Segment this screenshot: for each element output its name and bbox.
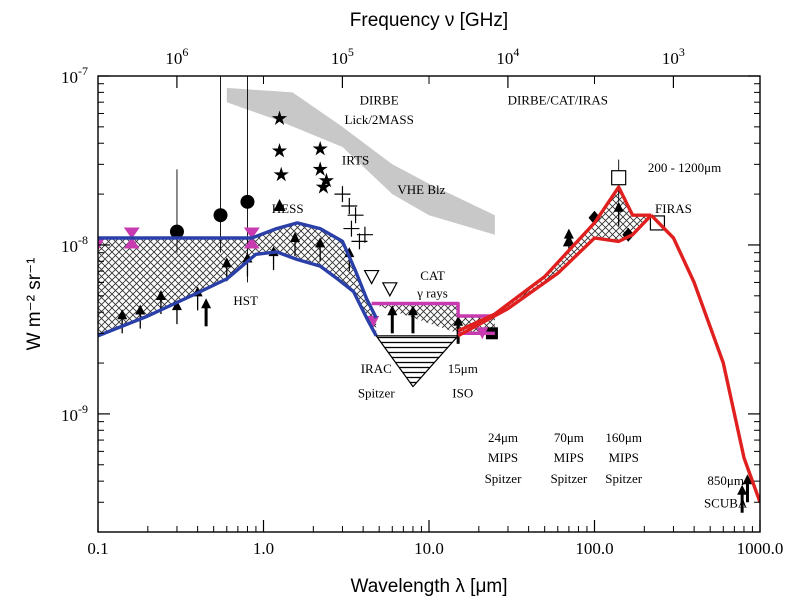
data-point-open-triangle xyxy=(363,269,380,285)
x-tick-label: 1000.0 xyxy=(737,539,784,558)
x-tick-label: 10.0 xyxy=(414,539,444,558)
annotation-label: IRTS xyxy=(342,152,369,167)
x-tick-label: 0.1 xyxy=(87,539,108,558)
fill-layer xyxy=(98,187,652,387)
x-axis-title: Wavelength λ [μm] xyxy=(350,576,507,597)
annotation-label: 850μm xyxy=(707,473,744,488)
grey-band xyxy=(226,87,495,235)
upper-limit-arrow-head xyxy=(117,309,128,320)
data-point-magenta-bowtie xyxy=(243,227,260,249)
series-lower-line xyxy=(457,214,653,338)
data-point-circle xyxy=(240,194,255,209)
annotation-label: 70μm xyxy=(554,430,584,445)
series-lower-line xyxy=(375,335,459,388)
band-layer xyxy=(226,87,495,235)
data-point-plus xyxy=(343,220,360,237)
data-point-plus xyxy=(334,186,351,203)
annotation-label: Spitzer xyxy=(605,471,642,486)
series-lower-line xyxy=(98,250,378,338)
upper-limit-arrow-head xyxy=(135,304,146,315)
annotation-label: VHE Blz xyxy=(397,182,445,197)
annotation-label: 160μm xyxy=(605,430,642,445)
x-tick-label: 1.0 xyxy=(253,539,274,558)
annotation-label: Spitzer xyxy=(358,386,395,401)
annotation-label: SCUBA xyxy=(704,495,748,510)
annotation-label: IRAC xyxy=(361,361,392,376)
annotation-label: DIRBE/CAT/IRAS xyxy=(508,92,608,107)
annotation-label: MIPS xyxy=(488,450,518,465)
annotation-label: 200 - 1200μm xyxy=(648,160,721,175)
upper-limit-arrow-head xyxy=(613,201,624,212)
data-point-star xyxy=(312,141,328,156)
data-point-star xyxy=(318,172,334,188)
x2-tick-label: 106 xyxy=(165,45,188,68)
data-point-open-square xyxy=(611,170,627,186)
annotation-label: ISO xyxy=(452,386,473,401)
annotation-label: Spitzer xyxy=(485,471,522,486)
series-fill xyxy=(98,222,377,336)
upper-limit-arrow-head xyxy=(387,305,398,316)
data-point-plus xyxy=(347,207,364,224)
series-upper-line xyxy=(98,221,378,319)
annotation-layer: DIRBE Lick/2MASS IRTS VHE Blz DIRBE/CAT/IRAS… xyxy=(233,92,748,510)
annotation-label: MIPS xyxy=(608,450,638,465)
data-point-star xyxy=(312,161,328,176)
data-point-plus xyxy=(356,226,373,243)
annotation-label: 15μm xyxy=(448,361,478,376)
annotation-label: 24μm xyxy=(488,430,518,445)
x2-tick-label: 103 xyxy=(662,45,685,68)
data-point-plus xyxy=(341,198,358,215)
data-point-circle xyxy=(213,208,228,223)
series-fill xyxy=(458,187,652,336)
series-tail-line xyxy=(649,214,760,503)
upper-limit-arrow-head xyxy=(407,305,418,316)
annotation-label: DIRBE xyxy=(360,92,399,107)
y-tick-label: 10-8 xyxy=(61,233,88,256)
upper-limit-arrow-head xyxy=(742,474,753,485)
upper-limit-arrow-head xyxy=(563,228,574,239)
marker-layer xyxy=(98,76,753,513)
data-point-star xyxy=(315,179,331,194)
series-fill xyxy=(371,303,495,334)
annotation-label: HST xyxy=(233,293,258,308)
y-axis-title: W m⁻² sr⁻¹ xyxy=(24,258,45,351)
annotation-label: γ rays xyxy=(416,285,448,300)
upper-limit-arrow-head xyxy=(453,315,464,326)
x2-tick-label: 105 xyxy=(331,45,354,68)
y-tick-label: 10-9 xyxy=(61,402,88,425)
annotation-label: Lick/2MASS xyxy=(345,112,414,127)
axes-layer: 0.1 1.0 10.0 100.0 1000.0 10-9 10-8 10-7 106 105 1… xyxy=(61,45,783,558)
upper-limit-arrow-head xyxy=(221,257,232,268)
x-tick-label: 100.0 xyxy=(575,539,613,558)
upper-limit-arrow-head xyxy=(289,232,300,243)
x2-tick-label: 104 xyxy=(496,45,519,68)
upper-limit-arrow-head xyxy=(171,300,182,311)
upper-limit-arrow-head xyxy=(155,290,166,301)
data-point-star xyxy=(273,166,289,182)
upper-limit-arrow-head xyxy=(737,484,748,495)
x2-axis-title: Frequency ν [GHz] xyxy=(350,10,508,31)
y-tick-label: 10-7 xyxy=(61,64,88,87)
annotation-label: FIRAS xyxy=(655,201,692,216)
upper-limit-arrow-head xyxy=(315,237,326,248)
upper-limit-arrow-head xyxy=(201,298,212,309)
data-point-triangle xyxy=(273,199,286,212)
data-point-open-triangle xyxy=(381,282,398,298)
data-point-star xyxy=(271,110,288,125)
series-fill xyxy=(376,335,459,387)
data-point-magenta-bowtie xyxy=(123,227,140,249)
annotation-label: CAT xyxy=(420,268,445,283)
data-point-circle xyxy=(169,224,184,239)
annotation-label: HESS xyxy=(272,201,304,216)
series-upper-line xyxy=(371,301,495,318)
curve-layer xyxy=(98,185,760,503)
annotation-label: MIPS xyxy=(554,450,584,465)
data-point-magenta-triangle xyxy=(367,315,380,328)
data-point-star xyxy=(271,143,288,158)
annotation-label: Spitzer xyxy=(550,471,587,486)
